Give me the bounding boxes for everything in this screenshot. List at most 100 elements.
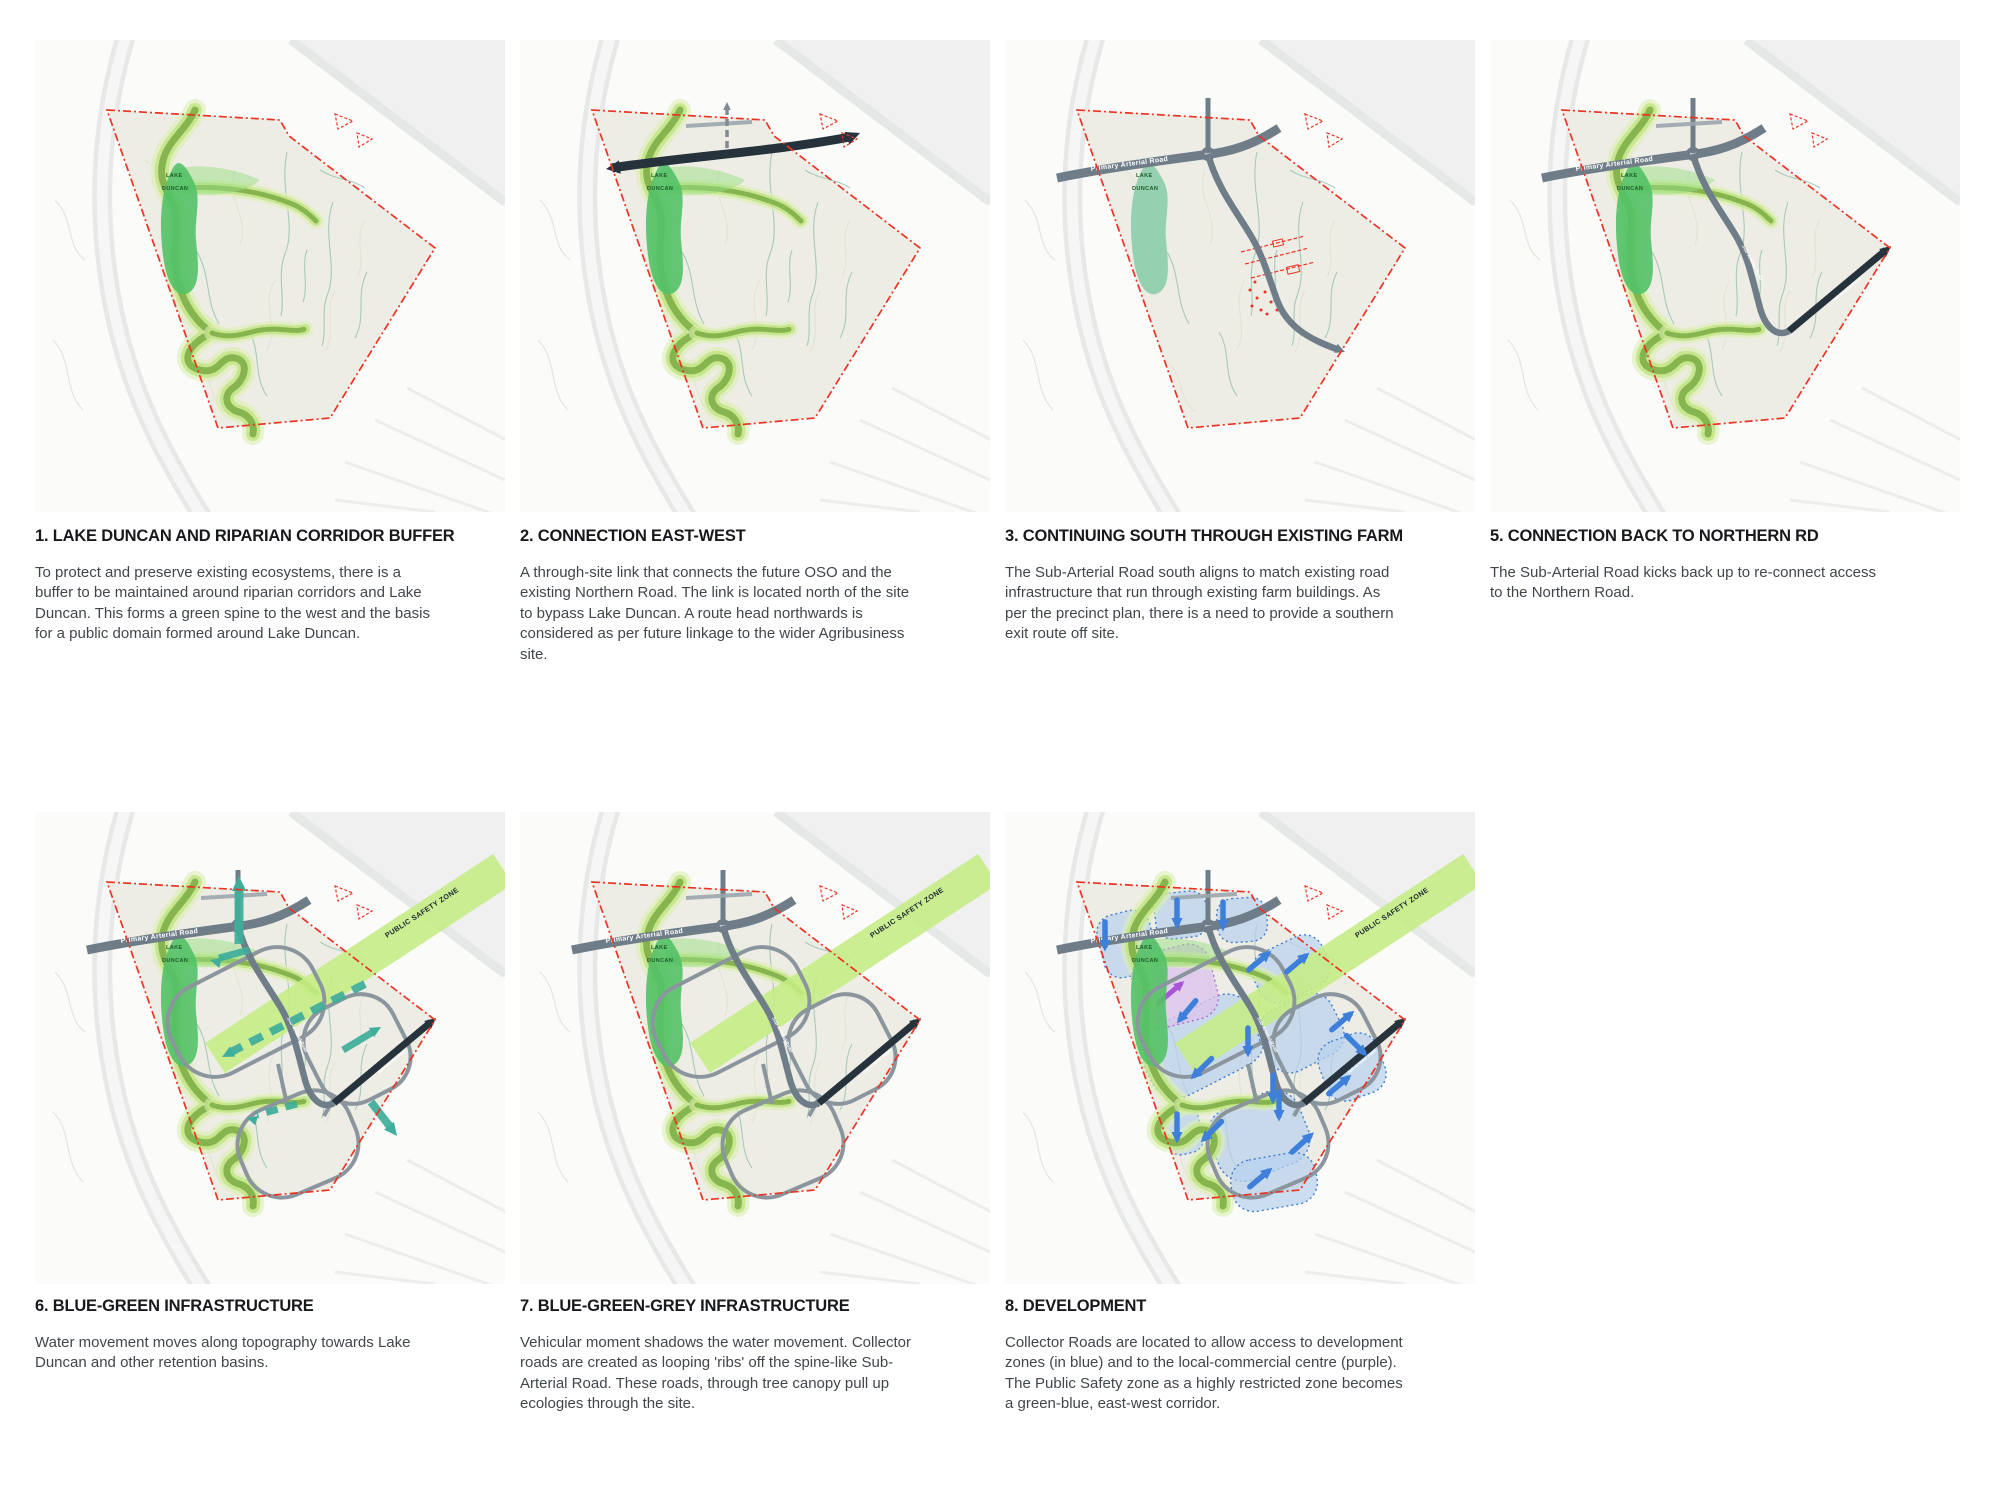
boundary-triangle-marker xyxy=(1304,113,1325,130)
northern-road-band xyxy=(1258,812,1475,978)
northern-road-band xyxy=(1258,40,1475,206)
public-safety-zone-band xyxy=(205,853,505,1074)
contour-line xyxy=(1509,199,1541,261)
diagram-panel-5: LAKE DUNCAN Primary Arterial Road Sub-Arter… xyxy=(1490,0,1968,730)
collector-loop xyxy=(720,1088,846,1200)
boundary-triangle-marker xyxy=(334,885,355,902)
boundary-triangle-marker xyxy=(819,885,840,902)
lake-duncan-label: DUNCAN xyxy=(162,958,188,964)
feature-sub-arterial xyxy=(719,925,821,1109)
stream-line xyxy=(196,251,220,325)
feature-top-stub xyxy=(685,892,753,900)
southern-exit-arrow-head xyxy=(1333,343,1345,353)
development-access-arrow-head xyxy=(1099,939,1111,952)
contour-line xyxy=(841,219,851,279)
development-access-arrow-head xyxy=(1267,1092,1279,1105)
stream-line xyxy=(196,1023,220,1097)
lake-duncan-label: LAKE xyxy=(1621,173,1638,179)
feature-collector-loops xyxy=(1135,945,1383,1200)
boundary-triangle-marker xyxy=(1789,113,1810,130)
development-access-arrow-head xyxy=(1217,919,1229,932)
feature-base xyxy=(1490,40,1960,512)
contour-line xyxy=(356,219,366,279)
background-street xyxy=(891,386,990,442)
feature-sub-arterial xyxy=(234,925,336,1109)
background-street xyxy=(1829,418,1960,482)
farm-dot xyxy=(1269,300,1273,304)
background-street xyxy=(1376,1158,1475,1214)
contour-line xyxy=(356,991,366,1051)
collector-connector xyxy=(1246,1063,1259,1105)
feature-boundary xyxy=(105,109,437,429)
kickback-road-arrow-head xyxy=(1394,1018,1406,1030)
kickback-road xyxy=(1786,247,1889,334)
lake-duncan-label: DUNCAN xyxy=(647,186,673,192)
kickback-road xyxy=(816,1019,919,1106)
feature-base xyxy=(35,40,505,512)
diagram-panel-3: LAKE DUNCAN Primary Arterial Road 3. CONTIN… xyxy=(1005,0,1483,730)
lake-duncan-label: DUNCAN xyxy=(1132,186,1158,192)
contour-line xyxy=(751,1051,761,1123)
stream-line xyxy=(1324,271,1338,339)
development-access-arrow-head xyxy=(1341,1010,1355,1023)
development-access-arrow-head xyxy=(1200,1130,1213,1143)
background-street xyxy=(829,460,978,512)
contour-line xyxy=(54,199,86,261)
sub-arterial-road xyxy=(1689,153,1791,337)
kickback-road-arrow-head xyxy=(1879,246,1891,258)
development-access-arrow-head xyxy=(1301,1132,1315,1145)
panel-description: Water movement moves along topography to… xyxy=(35,1334,411,1372)
water-flow-dashed-head xyxy=(222,1046,236,1057)
kickback-road-arrow-head xyxy=(909,1018,921,1030)
panel-description: To protect and preserve existing ecosyst… xyxy=(35,564,430,643)
contour-line xyxy=(1024,199,1056,261)
motorway-inner xyxy=(96,812,206,1284)
panel-description: The Sub-Arterial Road south aligns to ma… xyxy=(1005,564,1394,643)
background-street xyxy=(374,1190,505,1254)
future-link-stub xyxy=(1170,892,1238,900)
background-street xyxy=(1861,386,1960,442)
feature-lake-green: LAKE DUNCAN xyxy=(160,163,260,295)
site-boundary xyxy=(1075,109,1407,429)
contour-line xyxy=(809,289,821,353)
riparian-corridor-branch xyxy=(1664,326,1763,339)
panel-title: 3. CONTINUING SOUTH THROUGH EXISTING FAR… xyxy=(1005,527,1403,545)
farm-dot xyxy=(1259,308,1263,312)
panel-description: The Sub-Arterial Road kicks back up to r… xyxy=(1490,564,1877,602)
feature-top-stub xyxy=(200,892,268,900)
water-arrow-northeast-head xyxy=(368,1027,381,1038)
diagram-panel-2: LAKE DUNCAN 2. CONNECTION EAST-WEST A throu… xyxy=(520,0,998,730)
development-access-arrow-head xyxy=(1242,1045,1254,1058)
sub-arterial-road xyxy=(234,925,336,1109)
farm-dot xyxy=(1250,304,1254,308)
motorway-inner xyxy=(581,812,691,1284)
boundary-triangle-marker xyxy=(334,113,355,130)
background-street xyxy=(1304,1270,1406,1284)
map-panel-1: LAKE DUNCAN xyxy=(35,40,505,512)
background-street xyxy=(1314,460,1463,512)
site-boundary xyxy=(105,881,437,1201)
contour-line xyxy=(841,991,851,1051)
riparian-corridor-branch xyxy=(694,1098,793,1111)
contour-line xyxy=(54,971,86,1033)
contour-line xyxy=(324,289,336,353)
lake-duncan-label: LAKE xyxy=(651,173,668,179)
contour-line xyxy=(537,339,569,411)
contour-line xyxy=(1294,289,1306,353)
stream-line xyxy=(681,1023,705,1097)
collector-loop xyxy=(235,1088,361,1200)
development-access-arrow-head xyxy=(1258,950,1272,963)
lake-duncan-label: LAKE xyxy=(1136,173,1153,179)
lake-duncan-shape xyxy=(645,163,683,295)
water-arrow-northeast xyxy=(341,1028,375,1054)
contour-line xyxy=(266,279,276,351)
development-access-arrow-head xyxy=(1176,1010,1189,1024)
northern-road-band xyxy=(773,40,990,206)
farm-dot xyxy=(1248,288,1252,292)
motorway-inner xyxy=(1551,40,1661,512)
collector-loop xyxy=(165,945,327,1079)
